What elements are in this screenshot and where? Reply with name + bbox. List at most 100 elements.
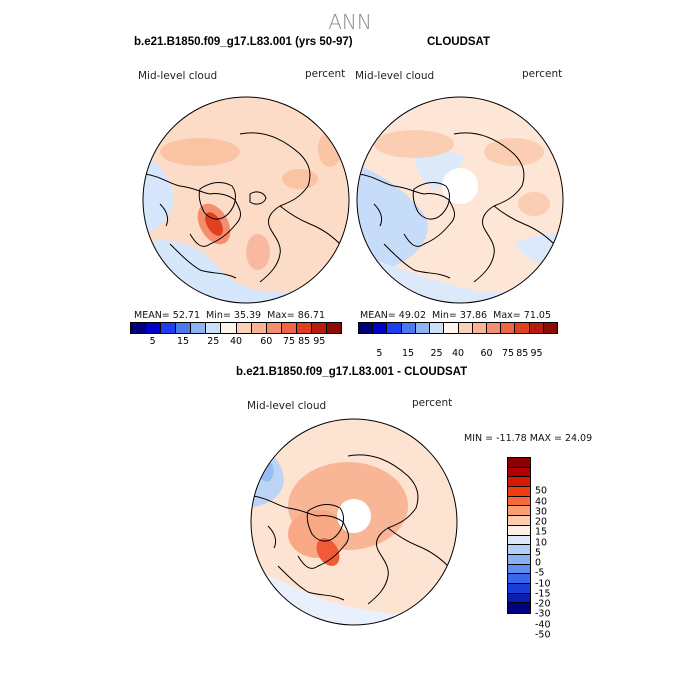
colorbar-swatch (508, 506, 530, 517)
colorbar-tick-label: 40 (535, 496, 548, 507)
panel2-max-label: Max= (493, 310, 521, 321)
panel1-low-cloud-region (143, 154, 174, 234)
panel3-polar-map (250, 418, 458, 626)
colorbar-tick-label: 85 (516, 348, 529, 359)
colorbar-swatch (508, 564, 530, 575)
panel1-max-value: 86.71 (297, 310, 325, 321)
panel1-high-cloud-region (282, 169, 318, 189)
colorbar-swatch (191, 323, 207, 333)
panel2-colorbar-ticks: 5 15 25 40 60 75 85 95 (358, 348, 558, 360)
colorbar-tick-label: 75 (501, 348, 515, 359)
colorbar-tick-label: -10 (535, 578, 551, 589)
colorbar-swatch (508, 487, 530, 497)
colorbar-swatch (501, 323, 516, 333)
colorbar-swatch (146, 323, 162, 333)
panel3-colorbar-ticks: 50 40 30 20 15 10 5 0 -5 -10 -15 -20 -30 -40 -50 (535, 481, 575, 645)
colorbar-swatch (387, 323, 402, 333)
colorbar-swatch (131, 323, 147, 333)
colorbar-swatch (311, 323, 328, 333)
colorbar-tick-label: 25 (430, 348, 443, 359)
colorbar-tick-label: 60 (260, 336, 273, 347)
panel1-variable: Mid-level cloud (138, 70, 218, 82)
panel1-high-cloud-region (318, 131, 342, 167)
colorbar-tick-label: 95 (530, 348, 543, 359)
panel2-map-border (356, 96, 564, 304)
colorbar-swatch (327, 323, 342, 333)
colorbar-swatch (508, 574, 530, 584)
panel1-mean-label: MEAN= (134, 310, 170, 321)
colorbar-swatch (508, 467, 530, 478)
colorbar-swatch (508, 496, 530, 507)
colorbar-tick-label: 50 (535, 485, 548, 497)
colorbar-tick-label: -20 (535, 598, 551, 610)
colorbar-tick-label: 30 (535, 506, 548, 518)
colorbar-tick-label: 5 (149, 336, 156, 347)
colorbar-swatch (508, 516, 530, 526)
panel1-high-cloud-region (246, 234, 270, 270)
panel3-minmax: MIN = -11.78 MAX = 24.09 (464, 433, 593, 444)
panel2-min-value: 37.86 (459, 310, 488, 321)
colorbar-tick-label: -15 (535, 588, 551, 600)
colorbar-swatch (508, 458, 530, 468)
colorbar-tick-label: -40 (535, 619, 551, 630)
colorbar-swatch (161, 323, 177, 333)
colorbar-swatch (515, 323, 530, 333)
colorbar-tick-label: 15 (401, 348, 415, 359)
colorbar-swatch (296, 323, 312, 333)
panel3-title: b.e21.B1850.f09_g17.L83.001 - CLOUDSAT (236, 366, 468, 378)
panel1-polar-map (142, 96, 350, 304)
panel2-low-cloud-region (414, 151, 464, 190)
panel3-polar-data-gap (337, 499, 371, 533)
panel1-title: b.e21.B1850.f09_g17.L83.001 (yrs 50-97) (134, 36, 353, 48)
colorbar-tick-label: 0 (535, 557, 542, 569)
panel2-polar-map (356, 96, 564, 304)
colorbar-swatch (543, 323, 558, 333)
colorbar-swatch (508, 583, 530, 594)
panel3-greenland-max (316, 538, 340, 566)
panel2-min-label: Min= (432, 310, 457, 321)
colorbar-swatch (508, 545, 530, 555)
panel1-max-label: Max= (267, 310, 295, 321)
colorbar-swatch (281, 323, 297, 333)
panel1-high-cloud-region (160, 138, 240, 166)
colorbar-swatch (472, 323, 487, 333)
colorbar-swatch (529, 323, 544, 333)
colorbar-swatch (430, 323, 445, 333)
colorbar-tick-label: 40 (451, 348, 465, 359)
colorbar-swatch (508, 593, 530, 604)
colorbar-tick-label: -30 (535, 608, 551, 620)
colorbar-tick-label: -50 (535, 629, 551, 641)
panel2-variable: Mid-level cloud (355, 70, 435, 82)
panel1-units: percent (305, 68, 346, 80)
colorbar-swatch (508, 525, 530, 536)
season-title: ANN (328, 10, 372, 34)
colorbar-tick-label: 5 (535, 547, 542, 559)
panel2-high-cloud-region (374, 130, 454, 158)
panel1-stats: MEAN= 52.71 Min= 35.39 Max= 86.71 (134, 310, 325, 321)
panel1-min-label: Min= (206, 310, 231, 321)
colorbar-swatch (415, 323, 431, 333)
colorbar-swatch (359, 323, 374, 333)
panel3-variable: Mid-level cloud (247, 400, 327, 412)
colorbar-swatch (486, 323, 502, 333)
colorbar-tick-label: 85 (298, 336, 311, 347)
panel2-high-cloud-region (484, 138, 544, 166)
panel2-mean-value: 49.02 (398, 310, 426, 321)
panel2-colorbar (358, 322, 558, 334)
panel1-colorbar-ticks: 5 15 25 40 60 75 85 95 (130, 336, 342, 348)
panel1-min-value: 35.39 (233, 310, 262, 321)
colorbar-tick-label: -5 (535, 567, 545, 579)
colorbar-swatch (266, 323, 282, 333)
panel1-colorbar (130, 322, 342, 334)
colorbar-swatch (508, 535, 530, 546)
panel2-high-cloud-region (518, 192, 550, 216)
colorbar-swatch (458, 323, 473, 333)
colorbar-tick-label: 5 (376, 348, 383, 359)
panel2-max-value: 71.05 (523, 310, 551, 321)
panel2-title: CLOUDSAT (427, 36, 491, 48)
panel2-polar-data-gap (442, 168, 478, 204)
colorbar-tick-label: 75 (282, 336, 296, 347)
colorbar-tick-label: 95 (313, 336, 326, 347)
panel2-mean-label: MEAN= (360, 310, 396, 321)
panel3-coastlines (252, 454, 449, 605)
